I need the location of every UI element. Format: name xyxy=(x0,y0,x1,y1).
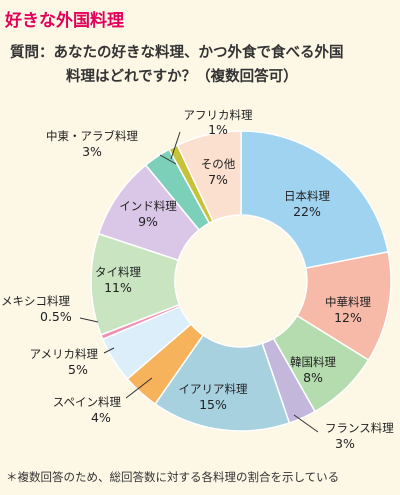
slice-label-4: イアリア料理 xyxy=(179,382,248,396)
slice-label-6: アメリカ料理 xyxy=(30,347,99,361)
slice-label-3: フランス料理 xyxy=(325,421,394,435)
slice-value-9: 9% xyxy=(138,214,158,229)
question-text: 質問：あなたの好きな料理、かつ外食で食べる外国 料理はどれですか？（複数回答可） xyxy=(10,41,395,89)
slice-value-4: 15% xyxy=(199,397,227,412)
slice-value-11: 1% xyxy=(208,122,228,137)
slice-label-11: アフリカ料理 xyxy=(184,108,253,122)
slice-label-8: タイ料理 xyxy=(95,265,141,279)
slice-value-2: 8% xyxy=(303,370,323,385)
slice-value-6: 5% xyxy=(68,362,88,377)
slice-value-1: 12% xyxy=(334,310,362,325)
leader-line-11 xyxy=(170,131,181,160)
slice-label-7: メキシコ料理 xyxy=(1,294,70,308)
slice-label-9: インド料理 xyxy=(119,199,177,213)
slice-label-1: 中華料理 xyxy=(325,295,371,309)
slice-value-7: 0.5% xyxy=(40,309,72,324)
footnote: ＊複数回答のため、総回答数に対する各料理の割合を示している xyxy=(6,470,340,484)
question-line-2: 料理はどれですか？（複数回答可） xyxy=(66,69,298,85)
page-title: 好きな外国料理 xyxy=(5,11,124,31)
leader-line-7 xyxy=(79,317,99,323)
slice-value-5: 4% xyxy=(91,410,111,425)
slice-label-2: 韓国料理 xyxy=(290,355,336,369)
slice-label-0: 日本料理 xyxy=(284,189,330,203)
slice-value-3: 3% xyxy=(335,436,355,451)
slice-0 xyxy=(240,130,390,270)
leader-line-3 xyxy=(293,414,319,433)
leader-line-5 xyxy=(125,377,153,399)
slice-value-12: 7% xyxy=(208,172,228,187)
slice-12 xyxy=(176,130,242,223)
slice-value-8: 11% xyxy=(104,280,132,295)
slice-value-10: 3% xyxy=(82,144,102,159)
slice-value-0: 22% xyxy=(293,204,321,219)
slice-label-10: 中東・アラブ料理 xyxy=(46,129,138,143)
slice-label-12: その他 xyxy=(201,157,236,171)
leader-line-10 xyxy=(159,154,177,165)
leader-line-6 xyxy=(103,347,115,354)
slice-label-5: スペイン料理 xyxy=(53,395,122,409)
question-line-1: 質問：あなたの好きな料理、かつ外食で食べる外国 xyxy=(10,45,344,61)
